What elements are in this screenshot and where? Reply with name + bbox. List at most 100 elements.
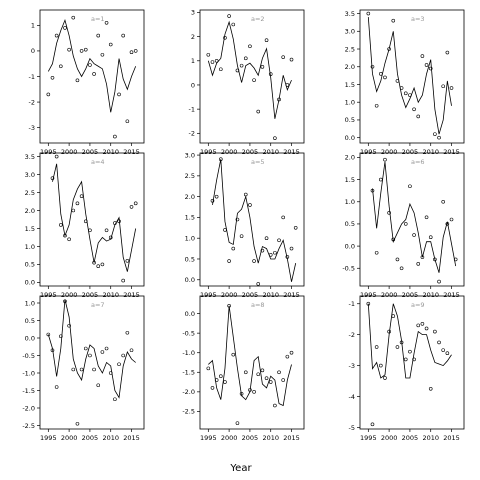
data-point [46, 332, 51, 337]
data-point [79, 49, 84, 53]
y-tick-label: -2.5 [22, 422, 35, 430]
data-point [453, 257, 458, 262]
data-point [277, 370, 281, 375]
x-tick-label: 1995 [40, 434, 57, 442]
data-point [264, 376, 269, 380]
x-tick-label: 2000 [381, 148, 398, 156]
x-tick-label: 1995 [360, 148, 377, 156]
data-point [113, 134, 117, 139]
data-point [449, 217, 454, 222]
y-tick-label: 3.5 [345, 10, 355, 18]
data-point [121, 353, 125, 358]
data-point [408, 93, 412, 97]
data-point [399, 340, 404, 345]
data-point [366, 301, 371, 306]
y-tick-label: -2 [349, 331, 355, 339]
fit-line [47, 18, 137, 113]
y-tick-label: -1.0 [182, 349, 195, 357]
data-point [277, 97, 281, 102]
data-point [231, 352, 236, 357]
facet-panel: a=6 -0.5 0.0 0.5 1.0 1.5 2.0 1995 2000 2005 2010 20… [342, 152, 465, 299]
x-tick-label: 1995 [360, 291, 377, 299]
data-point [281, 55, 286, 59]
y-tick-label: 1.5 [25, 225, 35, 233]
data-point [420, 255, 425, 259]
x-axis-title: Year [229, 463, 252, 474]
data-point [399, 86, 404, 90]
data-point [67, 323, 71, 328]
data-point [71, 208, 76, 213]
y-tick-label: 2.0 [185, 193, 195, 201]
data-point [243, 192, 248, 197]
data-point [88, 353, 92, 358]
data-point [129, 50, 134, 55]
x-tick-label: 2000 [221, 291, 238, 299]
y-tick-label: 3.5 [25, 153, 35, 161]
panel-frame [359, 9, 465, 144]
x-tick-label: 2005 [242, 434, 259, 442]
panel-frame [39, 295, 145, 430]
data-point [58, 223, 63, 227]
x-tick-label: 2005 [402, 434, 419, 442]
y-tick-label: -0.5 [342, 265, 355, 273]
data-point [113, 397, 117, 402]
data-point [214, 194, 219, 199]
data-point [88, 63, 92, 67]
data-point [125, 119, 130, 124]
data-point [428, 235, 433, 240]
y-tick-label: 0 [31, 47, 35, 55]
data-point [289, 246, 294, 251]
data-point [88, 228, 92, 233]
panel-frame [199, 295, 305, 430]
data-point [75, 201, 80, 206]
data-point [248, 203, 252, 207]
x-tick-label: 2005 [242, 148, 259, 156]
x-tick-label: 1995 [200, 434, 217, 442]
data-point [67, 47, 71, 52]
data-point [445, 50, 450, 55]
data-point [235, 217, 240, 222]
data-point [281, 215, 286, 220]
data-point [133, 201, 138, 206]
x-tick-label: 2010 [422, 291, 439, 299]
data-point [243, 56, 248, 61]
data-point [63, 299, 67, 304]
y-tick-label: 1 [191, 57, 195, 65]
data-point [248, 388, 252, 392]
data-point [125, 259, 130, 263]
y-tick-label: 3 [191, 9, 195, 17]
data-point [50, 348, 55, 353]
data-point [264, 236, 269, 240]
data-point [387, 47, 391, 51]
data-point [433, 329, 437, 334]
data-point [121, 33, 125, 38]
y-tick-label: 1.5 [345, 176, 355, 184]
data-point [433, 257, 437, 262]
data-point [227, 259, 231, 263]
y-tick-label: -1.0 [22, 369, 35, 377]
data-point [210, 199, 215, 203]
y-tick-label: -1.5 [22, 387, 35, 395]
data-point [46, 92, 51, 97]
data-point [252, 259, 256, 263]
data-point [239, 63, 244, 68]
y-tick-label: 0.0 [185, 276, 195, 284]
y-tick-label: 2.5 [185, 172, 195, 180]
y-tick-label: 2.0 [25, 207, 35, 215]
data-point [273, 250, 277, 255]
panel-frame [39, 152, 145, 287]
y-tick-label: 0.0 [25, 279, 35, 287]
y-tick-label: -2 [29, 98, 35, 106]
data-point [424, 215, 429, 220]
x-tick-label: 2005 [402, 291, 419, 299]
data-point [370, 188, 375, 193]
y-tick-label: 3.0 [345, 28, 355, 36]
panel-frame [39, 9, 145, 144]
x-tick-label: 2005 [402, 148, 419, 156]
data-point [277, 238, 281, 243]
data-point [92, 72, 96, 76]
data-point [370, 422, 375, 427]
panel-title: a=7 [91, 301, 105, 309]
data-point [383, 376, 387, 380]
